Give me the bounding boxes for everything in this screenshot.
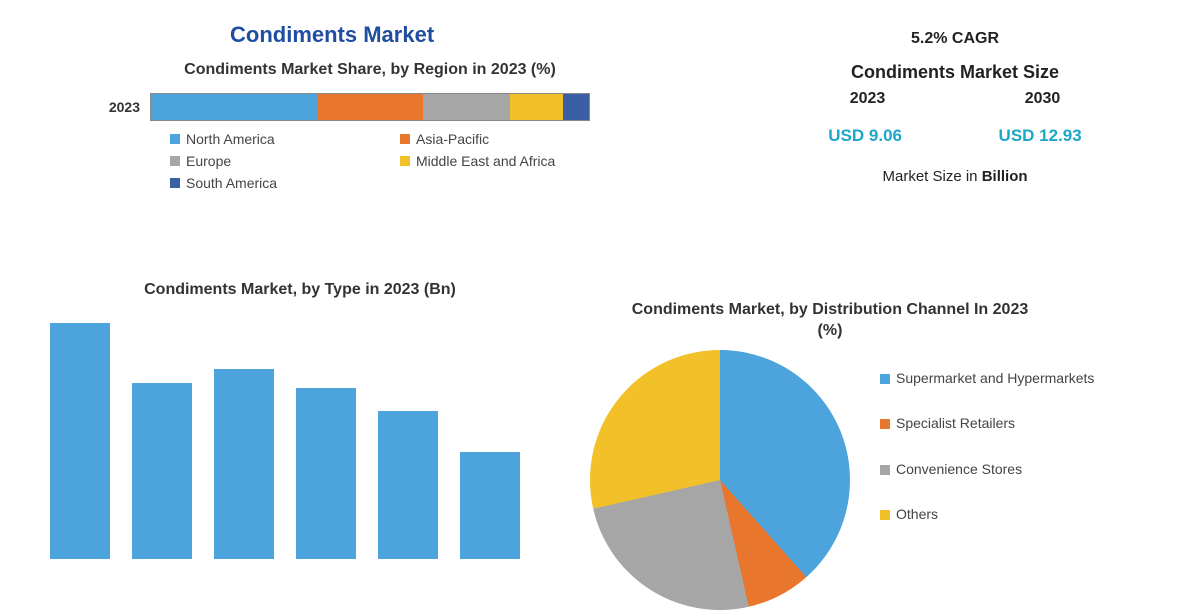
legend-item: Middle East and Africa (400, 153, 600, 169)
legend-label: Specialist Retailers (896, 415, 1015, 433)
bar (132, 383, 192, 559)
legend-item: Supermarket and Hypermarkets (880, 370, 1110, 388)
legend-item: Specialist Retailers (880, 415, 1110, 433)
region-legend: North America Asia-Pacific Europe Middle Ea… (170, 131, 610, 191)
bar (296, 388, 356, 559)
legend-swatch (170, 134, 180, 144)
stacked-segment (151, 94, 317, 120)
legend-label: Europe (186, 153, 231, 169)
market-size-years-row: 2023 2030 (780, 90, 1130, 108)
region-bar-row: 2023 (90, 93, 650, 121)
legend-swatch (400, 134, 410, 144)
legend-item: North America (170, 131, 370, 147)
unit-bold: Billion (982, 168, 1028, 185)
stacked-segment (317, 94, 422, 120)
bar (460, 452, 520, 558)
pie-chart-title: Condiments Market, by Distribution Chann… (630, 300, 1030, 342)
legend-label: Asia-Pacific (416, 131, 489, 147)
legend-label: Middle East and Africa (416, 153, 555, 169)
legend-swatch (880, 419, 890, 429)
market-size-panel: 5.2% CAGR Condiments Market Size 2023 20… (780, 30, 1130, 185)
year-start: 2023 (850, 90, 886, 108)
legend-swatch (880, 465, 890, 475)
bar-chart-area (20, 309, 580, 559)
legend-item: Others (880, 506, 1110, 524)
legend-label: Supermarket and Hypermarkets (896, 370, 1094, 388)
pie-wrap (570, 350, 870, 610)
bar (214, 369, 274, 559)
market-size-values-row: USD 9.06 USD 12.93 (780, 126, 1130, 146)
type-bar-chart: Condiments Market, by Type in 2023 (Bn) (20, 280, 580, 559)
type-chart-title: Condiments Market, by Type in 2023 (Bn) (20, 280, 580, 301)
legend-swatch (880, 374, 890, 384)
legend-swatch (170, 178, 180, 188)
cagr-text: 5.2% CAGR (780, 30, 1130, 48)
legend-label: Others (896, 506, 938, 524)
market-size-unit: Market Size in Billion (780, 168, 1130, 185)
bar (378, 411, 438, 559)
legend-label: North America (186, 131, 275, 147)
stacked-segment (510, 94, 563, 120)
stacked-segment (563, 94, 589, 120)
pie-legend: Supermarket and Hypermarkets Specialist R… (880, 370, 1110, 524)
legend-item: South America (170, 175, 370, 191)
legend-item: Europe (170, 153, 370, 169)
stacked-bar (150, 93, 590, 121)
pie-graphic (590, 350, 850, 610)
region-share-chart: Condiments Market Share, by Region in 20… (90, 60, 650, 191)
legend-swatch (170, 156, 180, 166)
unit-prefix: Market Size in (882, 168, 981, 185)
stacked-segment (423, 94, 511, 120)
value-end: USD 12.93 (999, 126, 1082, 146)
bar (50, 323, 110, 559)
legend-label: Convenience Stores (896, 461, 1022, 479)
region-row-label: 2023 (90, 99, 150, 115)
legend-item: Asia-Pacific (400, 131, 600, 147)
region-chart-title: Condiments Market Share, by Region in 20… (90, 60, 650, 81)
year-end: 2030 (1025, 90, 1061, 108)
market-size-title: Condiments Market Size (780, 62, 1130, 84)
legend-swatch (400, 156, 410, 166)
distribution-pie-chart: Condiments Market, by Distribution Chann… (570, 300, 1190, 610)
legend-swatch (880, 510, 890, 520)
pie-chart-row: Supermarket and Hypermarkets Specialist R… (570, 350, 1190, 610)
main-title: Condiments Market (230, 22, 434, 48)
legend-item: Convenience Stores (880, 461, 1110, 479)
legend-label: South America (186, 175, 277, 191)
value-start: USD 9.06 (828, 126, 902, 146)
